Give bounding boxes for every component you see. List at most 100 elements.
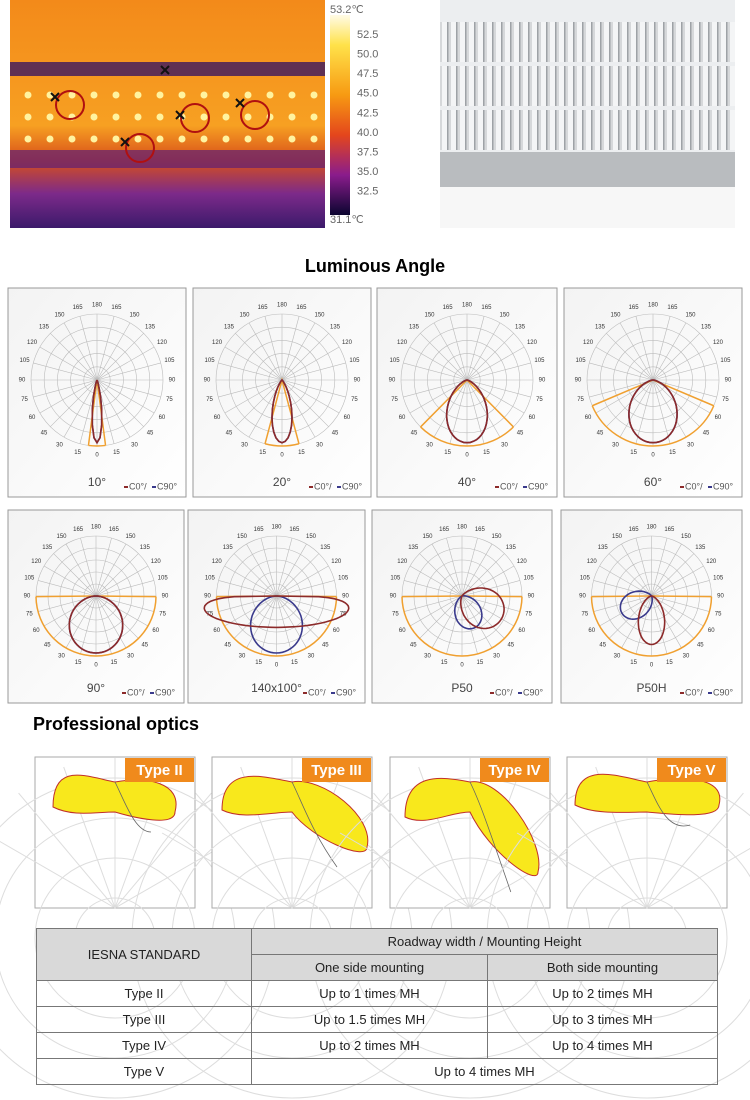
angle-label: 150 [685, 313, 696, 319]
angle-label: 105 [20, 358, 31, 364]
polar-spoke [95, 580, 155, 597]
angle-label: 105 [580, 576, 591, 582]
angle-label: 0 [94, 663, 98, 669]
scale-label: 50.0 [357, 49, 378, 61]
angle-label: 60 [529, 415, 536, 421]
polar-spoke [276, 595, 307, 649]
polar-spoke [449, 379, 468, 444]
polar-spoke [281, 362, 346, 381]
polar-spoke [433, 322, 468, 381]
hot-spot [178, 91, 186, 99]
polar-spoke [63, 379, 98, 438]
angle-label: 75 [159, 611, 166, 617]
polar-spoke [281, 379, 346, 398]
angle-label: 30 [501, 443, 508, 449]
angle-label: 135 [515, 325, 526, 331]
angle-label: 165 [439, 527, 450, 533]
angle-label: 15 [298, 450, 305, 456]
angle-label: 75 [207, 611, 214, 617]
hot-spot [156, 135, 164, 143]
angle-label: 120 [713, 340, 724, 346]
polar-spoke [96, 316, 115, 381]
polar-spoke [652, 346, 711, 381]
polar-spoke [621, 595, 652, 649]
polar-spoke [403, 595, 463, 612]
c0-curve [637, 595, 666, 646]
angle-label: 45 [332, 431, 339, 437]
angle-label: 30 [614, 653, 621, 659]
polar-spoke [224, 346, 283, 381]
angle-label: 150 [424, 313, 435, 319]
angle-label: 120 [397, 340, 408, 346]
polar-spoke [264, 316, 283, 381]
angle-label: 165 [629, 527, 640, 533]
angle-label: 0 [651, 453, 655, 459]
cross [50, 92, 60, 102]
distribution [404, 777, 540, 877]
angle-label: 150 [422, 534, 433, 540]
angle-label: 75 [166, 397, 173, 403]
angle-label: 60 [585, 415, 592, 421]
legend-item: C90° [528, 481, 549, 491]
distribution-outline [646, 781, 691, 827]
polar-spoke [39, 379, 98, 414]
angle-label: 135 [330, 325, 341, 331]
angle-label: 180 [462, 303, 473, 309]
cell: Type IV [36, 1032, 252, 1059]
angle-label: 90 [579, 594, 586, 600]
hot-spot [90, 91, 98, 99]
polar-spoke [651, 595, 704, 627]
angle-label: 60 [588, 628, 595, 634]
polar-spoke [233, 595, 277, 639]
polar-spoke [96, 333, 144, 381]
polar-spoke [218, 580, 277, 597]
polar-spoke [43, 565, 97, 597]
optics-spoke [0, 841, 116, 909]
angle-label: 150 [314, 313, 325, 319]
scale-label: 40.0 [357, 127, 378, 139]
hot-spot [68, 135, 76, 143]
angle-label: 105 [390, 358, 401, 364]
hot-spot [266, 135, 274, 143]
scale-label: 32.5 [357, 186, 378, 198]
legend-item: C90° [713, 687, 734, 697]
hot-spot [134, 91, 142, 99]
polar-spoke [224, 565, 277, 597]
marker [55, 90, 85, 120]
polar-spoke [96, 362, 161, 381]
polar-spoke [595, 379, 654, 414]
cross [160, 65, 170, 75]
angle-label: 90 [539, 378, 546, 384]
polar-spoke [652, 333, 700, 381]
fins [440, 66, 735, 106]
type-label: Type III [311, 762, 362, 779]
legend-item: C90° [342, 481, 363, 491]
angle-label: 180 [277, 303, 288, 309]
optics-spoke [291, 792, 389, 909]
hot-spot [310, 91, 318, 99]
angle-label: 75 [351, 397, 358, 403]
cross [235, 98, 245, 108]
marker [125, 133, 155, 163]
polar-spoke [224, 379, 283, 414]
polar-spoke [619, 322, 654, 381]
angle-label: 120 [397, 559, 408, 565]
polar-spoke [651, 580, 710, 597]
polar-spoke [651, 543, 682, 597]
polar-spoke [53, 553, 97, 597]
angle-label: 150 [54, 313, 65, 319]
angle-label: 120 [587, 559, 598, 565]
angle-label: 180 [91, 525, 102, 531]
angle-label: 105 [713, 576, 724, 582]
legend-item: C0°/ [495, 687, 513, 697]
polar-spoke [224, 595, 277, 627]
type-badge [125, 758, 194, 782]
polar-spoke [276, 595, 320, 639]
angle-label: 15 [111, 660, 118, 666]
angle-label: 75 [536, 397, 543, 403]
polar-spoke [621, 543, 652, 597]
hot-spot [112, 91, 120, 99]
angle-label: 0 [460, 663, 464, 669]
polar-spoke [65, 543, 97, 597]
polar-spoke [651, 595, 710, 612]
